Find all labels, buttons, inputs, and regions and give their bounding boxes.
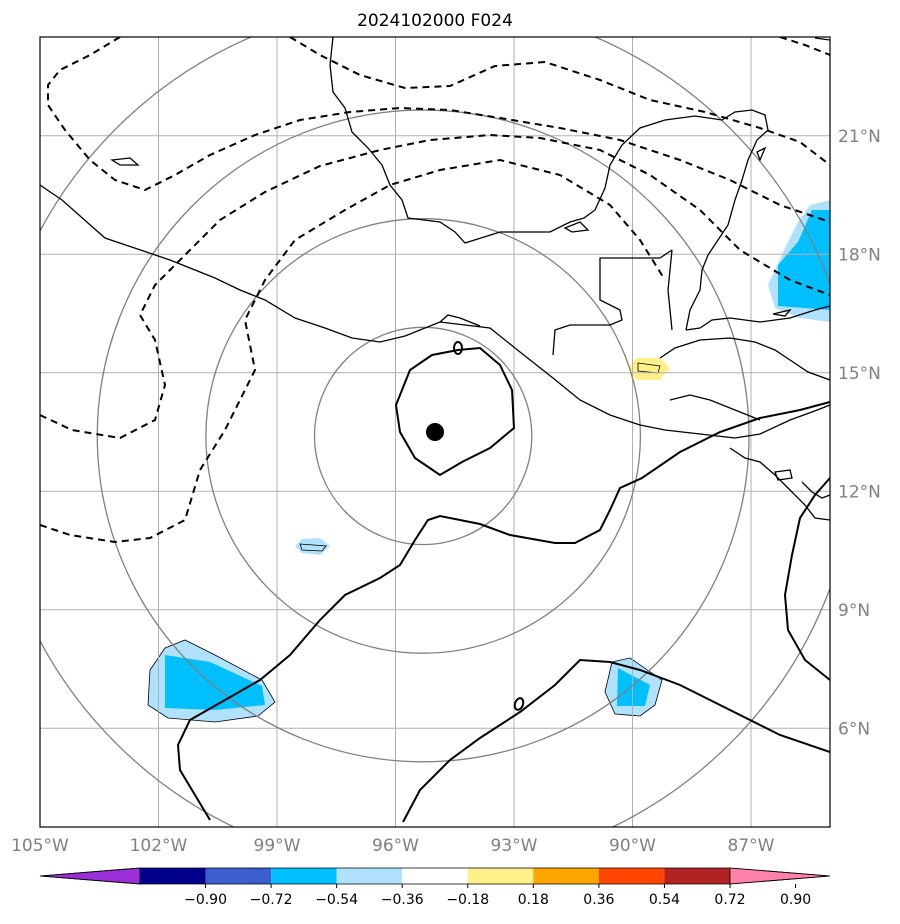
- longitude-labels: 105°W 102°W 99°W 96°W 93°W 90°W 87°W: [11, 836, 775, 856]
- lat-tick-label: 12°N: [838, 482, 881, 502]
- coastline-panama: [801, 481, 830, 499]
- colorbar-swatch: [271, 868, 337, 884]
- border-belize: [667, 249, 673, 331]
- contour-solid-southwest: [176, 401, 830, 821]
- colorbar-tick-label: −0.36: [381, 892, 424, 908]
- colorbar-swatch: [336, 868, 403, 884]
- lat-tick-label: 9°N: [838, 601, 870, 621]
- colorbar-tick-label: −0.54: [315, 892, 358, 908]
- border-central-america: [659, 337, 830, 381]
- lon-tick-label: 96°W: [372, 836, 419, 856]
- island-yucatan-east: [756, 146, 767, 162]
- contour-dashed-3: [40, 133, 830, 440]
- coastline-honduras: [685, 305, 830, 331]
- border-honduras-nicaragua: [669, 394, 761, 421]
- coastlines: [40, 37, 830, 521]
- contour-solid-storm: [394, 346, 516, 477]
- colorbar-tick-label: 0.18: [518, 892, 549, 908]
- lon-tick-label: 93°W: [491, 836, 538, 856]
- colorbar-swatch: [598, 868, 665, 884]
- shaded-patches: [147, 200, 830, 723]
- colorbar-swatch: [205, 868, 272, 884]
- island-caribbean: [774, 469, 793, 481]
- island-roatan: [772, 308, 792, 317]
- lat-tick-label: 18°N: [838, 245, 881, 265]
- lat-tick-label: 15°N: [838, 364, 881, 384]
- colorbar-swatch: [533, 868, 599, 884]
- lon-tick-label: 90°W: [609, 836, 656, 856]
- grid-lines: [40, 37, 830, 827]
- lon-tick-label: 99°W: [254, 836, 301, 856]
- colorbar-tick-label: −0.90: [184, 892, 227, 908]
- colorbar-swatch: [402, 868, 468, 884]
- lat-tick-label: 21°N: [838, 127, 881, 147]
- coastline-pacific-mexico: [40, 184, 830, 439]
- colorbar-swatch: [140, 868, 206, 884]
- lon-tick-label: 102°W: [130, 836, 188, 856]
- colorbar-tick-label: −0.18: [446, 892, 489, 908]
- coastline-gulf-mexico: [329, 37, 769, 331]
- colorbar-tick-label: 0.54: [649, 892, 680, 908]
- colorbar-tick-label: 0.72: [714, 892, 745, 908]
- contour-solid-east: [783, 477, 830, 681]
- map-title: 2024102000 F024: [357, 11, 513, 31]
- colorbar-tick-label: 0.36: [583, 892, 614, 908]
- storm-center-marker: [426, 423, 444, 441]
- map-frame: [39, 36, 831, 828]
- coastline-costa-rica: [729, 447, 830, 521]
- contour-dashed-2: [289, 37, 830, 166]
- colorbar-swatch: [467, 868, 534, 884]
- coastline-tehuantepec: [439, 314, 481, 327]
- island-revillagigedo: [110, 157, 140, 166]
- range-ring: [205, 218, 642, 654]
- contour-dashed-1: [47, 37, 830, 223]
- shade-patch-positive: [628, 358, 670, 380]
- lat-tick-label: 6°N: [838, 719, 870, 739]
- coastline-cuba-tip: [814, 37, 830, 41]
- solid-contours: [176, 341, 830, 823]
- dashed-contours: [40, 37, 830, 544]
- colorbar: −0.90 −0.72 −0.54 −0.36 −0.18 0.18 0.36 0.54 0.7…: [39, 867, 831, 908]
- map-plot-area: [40, 37, 830, 827]
- range-ring: [313, 326, 533, 546]
- colorbar-extend-low: [39, 867, 141, 885]
- latitude-labels: 21°N 18°N 15°N 12°N 9°N 6°N: [838, 127, 881, 740]
- contour-dashed-5: [779, 37, 830, 56]
- contour-dashed-4: [40, 158, 666, 544]
- colorbar-outline: [39, 867, 831, 885]
- colorbar-extend-high: [729, 867, 831, 885]
- colorbar-tick-label: −0.72: [250, 892, 293, 908]
- lon-tick-label: 87°W: [728, 836, 775, 856]
- border-mexico-guatemala: [552, 249, 673, 356]
- colorbar-swatch: [664, 868, 730, 884]
- colorbar-tick-label: 0.90: [780, 892, 811, 908]
- lon-tick-label: 105°W: [11, 836, 69, 856]
- island-small-gulf: [563, 221, 590, 233]
- contour-solid-south: [402, 658, 830, 823]
